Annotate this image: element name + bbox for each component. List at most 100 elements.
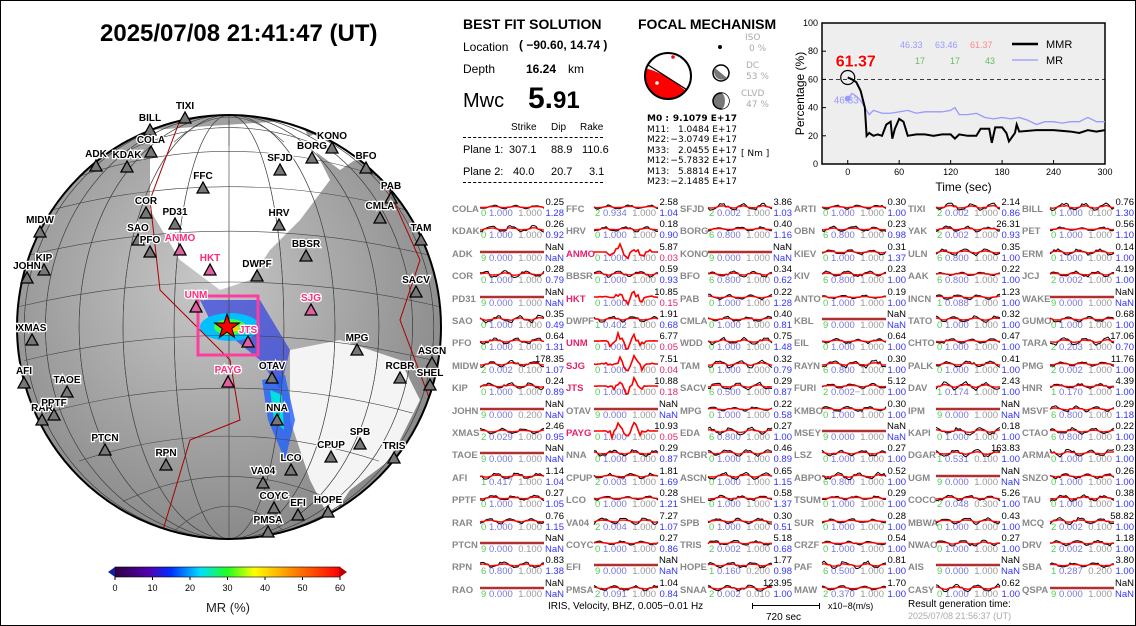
focal-heading: FOCAL MECHANISM bbox=[638, 16, 777, 32]
station-name: PMSA bbox=[566, 584, 594, 596]
station-jts[interactable]: JTS bbox=[238, 324, 259, 348]
weight: 0.000 bbox=[831, 432, 855, 443]
station-shel[interactable]: SHEL bbox=[415, 367, 445, 391]
station-bfo[interactable]: BFO bbox=[354, 150, 378, 174]
coefficient: 0.200 bbox=[1088, 566, 1112, 578]
max-amplitude: NaN bbox=[1000, 555, 1020, 567]
max-amplitude: 0.27 bbox=[1001, 533, 1021, 544]
station-unm[interactable]: UNM bbox=[183, 289, 209, 313]
moment-row: M11: 1.0484 E+17 bbox=[647, 125, 737, 136]
station-tam[interactable]: TAM bbox=[409, 222, 433, 246]
station-afi[interactable]: AFI bbox=[15, 365, 34, 389]
station-ptcn[interactable]: PTCN bbox=[90, 432, 120, 456]
station-cmla[interactable]: CMLA bbox=[364, 200, 396, 224]
station-cpup[interactable]: CPUP bbox=[316, 439, 346, 463]
station-cell-hkt: HKT 10.85 0 1.000 1.000 0.15 bbox=[566, 287, 680, 312]
moment-value: 2.0455 E+17 bbox=[677, 145, 737, 156]
variance-reduction: 1.00 bbox=[1115, 252, 1135, 264]
coefficient: 1.000 bbox=[974, 342, 998, 354]
station-cell-palk: PALK 0.41 0 1.000 1.000 1.00 bbox=[908, 353, 1022, 379]
station-borg[interactable]: BORG bbox=[296, 140, 328, 164]
station-tixi[interactable]: TIXI bbox=[175, 100, 196, 124]
quality-flag: 0 bbox=[709, 297, 715, 309]
variance-reduction: 0.90 bbox=[659, 230, 679, 242]
station-kono[interactable]: KONO bbox=[316, 130, 348, 154]
station-otav[interactable]: OTAV bbox=[258, 360, 287, 384]
max-amplitude: 0.41 bbox=[1001, 353, 1021, 365]
station-cell-hrv: HRV 0.18 0 1.000 1.000 0.90 bbox=[566, 219, 680, 244]
station-pd31[interactable]: PD31 bbox=[161, 206, 189, 230]
waveform-trace bbox=[935, 202, 1001, 211]
weight: 0.002 bbox=[1059, 544, 1083, 555]
coefficient: 1.000 bbox=[974, 476, 998, 488]
station-ffc[interactable]: FFC bbox=[192, 170, 214, 194]
station-cell-arma: ARMA 0.23 0 1.000 1.000 1.00 bbox=[1022, 443, 1136, 468]
station-tris[interactable]: TRIS bbox=[381, 440, 407, 464]
coefficient: 1.000 bbox=[974, 297, 998, 309]
station-taoe[interactable]: TAOE bbox=[52, 374, 82, 398]
variance-reduction: 1.00 bbox=[1115, 476, 1135, 488]
weight: 0.002 bbox=[831, 387, 855, 399]
station-cell-taoe: TAOE NaN 9 0.000 1.000 NaN bbox=[452, 443, 566, 468]
station-label: HKT bbox=[200, 253, 221, 264]
station-va04[interactable]: VA04 bbox=[250, 465, 277, 489]
quality-flag: 0 bbox=[481, 342, 487, 354]
station-pmsa[interactable]: PMSA bbox=[252, 514, 284, 538]
iso-icon bbox=[718, 45, 722, 49]
station-adk[interactable]: ADK bbox=[84, 148, 109, 172]
waveform-trace bbox=[1049, 539, 1115, 547]
station-pab[interactable]: PAB bbox=[380, 180, 402, 204]
station-sfjd[interactable]: SFJD bbox=[266, 152, 294, 176]
station-cola[interactable]: COLA bbox=[136, 134, 166, 158]
station-kip[interactable]: KIP bbox=[34, 252, 54, 276]
station-dwpf[interactable]: DWPF bbox=[241, 258, 273, 282]
station-payg[interactable]: PAYG bbox=[213, 364, 243, 388]
legend-label: MMR bbox=[1046, 39, 1072, 51]
station-pfo[interactable]: PFO bbox=[138, 234, 162, 258]
station-bill[interactable]: BILL bbox=[138, 112, 162, 136]
colorbar-tick: 40 bbox=[260, 583, 270, 593]
station-cell-incn: INCN 1.23 1 0.088 1.000 1.00 bbox=[908, 286, 1022, 312]
max-amplitude: NaN bbox=[544, 533, 564, 544]
station-xmas[interactable]: XMAS bbox=[16, 322, 48, 346]
quality-flag: 2 bbox=[595, 588, 601, 600]
station-rpn[interactable]: RPN bbox=[154, 447, 178, 471]
station-name: MBWA bbox=[908, 517, 939, 529]
station-kdak[interactable]: KDAK bbox=[111, 149, 143, 173]
max-amplitude: 0.47 bbox=[1001, 331, 1021, 343]
station-nna[interactable]: NNA bbox=[265, 402, 289, 426]
max-amplitude: 7.27 bbox=[659, 510, 679, 522]
station-cell-pet: PET 0.56 0 1.000 1.000 1.10 bbox=[1022, 219, 1136, 244]
station-name: ADK bbox=[452, 248, 473, 260]
weight: 0.002 bbox=[945, 230, 969, 242]
station-cor[interactable]: COR bbox=[134, 195, 159, 219]
station-mpg[interactable]: MPG bbox=[344, 332, 370, 356]
station-midw[interactable]: MIDW bbox=[25, 214, 56, 238]
station-spb[interactable]: SPB bbox=[348, 426, 372, 450]
station-anmo[interactable]: ANMO bbox=[163, 232, 197, 256]
station-rcbr[interactable]: RCBR bbox=[384, 360, 416, 384]
station-hkt[interactable]: HKT bbox=[198, 252, 222, 276]
waveform-trace bbox=[479, 314, 545, 324]
station-bbsr[interactable]: BBSR bbox=[291, 238, 322, 262]
station-lco[interactable]: LCO bbox=[279, 452, 303, 476]
station-pptf[interactable]: PPTF bbox=[40, 397, 68, 421]
station-cell-eil: EIL 0.64 0 1.000 1.000 1.00 bbox=[794, 331, 908, 356]
station-sacv[interactable]: SACV bbox=[401, 274, 431, 298]
annotation-top: 63.46 bbox=[935, 40, 958, 50]
generation-label: Result generation time: bbox=[908, 599, 1011, 610]
waveform-trace bbox=[593, 270, 659, 279]
station-rar[interactable]: RAR bbox=[30, 402, 55, 426]
station-hrv[interactable]: HRV bbox=[267, 207, 291, 231]
station-hope[interactable]: HOPE bbox=[313, 494, 344, 518]
max-amplitude: 1.23 bbox=[1001, 286, 1021, 298]
station-label: PD31 bbox=[162, 207, 187, 218]
station-efi[interactable]: EFI bbox=[289, 497, 307, 521]
station-sjg[interactable]: SJG bbox=[300, 292, 322, 316]
station-coyc[interactable]: COYC bbox=[258, 490, 290, 514]
station-ascn[interactable]: ASCN bbox=[417, 345, 447, 369]
station-triangle-icon bbox=[195, 180, 211, 194]
station-sao[interactable]: SAO bbox=[126, 222, 150, 246]
station-john[interactable]: JOHN bbox=[12, 260, 42, 284]
waveform-trace bbox=[821, 338, 887, 345]
